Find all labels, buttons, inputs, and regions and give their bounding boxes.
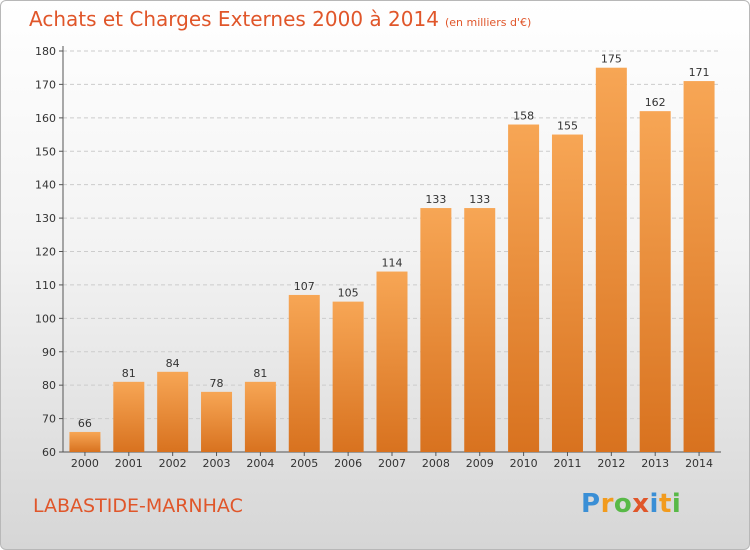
- y-tick-label: 120: [35, 246, 56, 259]
- bar-value-label: 175: [601, 53, 622, 66]
- logo-letter: r: [600, 489, 614, 519]
- x-tick-label: 2005: [290, 457, 318, 470]
- commune-name: LABASTIDE-MARNHAC: [33, 495, 243, 517]
- y-tick-label: 60: [42, 446, 56, 459]
- bar-value-label: 81: [122, 367, 136, 380]
- x-tick-label: 2001: [115, 457, 143, 470]
- x-tick-label: 2006: [334, 457, 362, 470]
- y-tick-label: 110: [35, 279, 56, 292]
- y-tick-label: 70: [42, 413, 56, 426]
- proxiti-logo: Proxiti: [581, 489, 681, 519]
- y-tick-label: 140: [35, 179, 56, 192]
- bar-value-label: 81: [253, 367, 267, 380]
- data-labels: 66 81 84 78 81 107 105 114 133 133 158 155 175 162 171: [78, 53, 710, 430]
- x-tick-label: 2008: [422, 457, 450, 470]
- logo-letter: x: [632, 489, 650, 519]
- bar-2005: [288, 294, 320, 452]
- bar-2003: [201, 391, 233, 452]
- logo-letter: i: [671, 489, 682, 519]
- bar-value-label: 105: [338, 287, 359, 300]
- y-tick-label: 100: [35, 312, 56, 325]
- bar-value-label: 133: [469, 193, 490, 206]
- y-tick-label: 170: [35, 78, 56, 91]
- bar-value-label: 114: [382, 257, 403, 270]
- bar-2008: [420, 208, 452, 452]
- y-tick-label: 150: [35, 145, 56, 158]
- bar-value-label: 84: [166, 357, 180, 370]
- logo-letter: P: [581, 489, 601, 519]
- bar-2006: [332, 301, 364, 452]
- bar-value-label: 78: [210, 377, 224, 390]
- x-tick-label: 2004: [246, 457, 274, 470]
- x-tick-label: 2003: [203, 457, 231, 470]
- bar-2011: [551, 134, 583, 452]
- y-tick-label: 90: [42, 346, 56, 359]
- bar-value-label: 171: [689, 66, 710, 79]
- logo-letter: i: [649, 489, 659, 519]
- x-tick-label: 2013: [641, 457, 669, 470]
- bar-2010: [508, 124, 540, 453]
- bar-value-label: 158: [513, 110, 534, 123]
- bar-value-label: 155: [557, 120, 578, 133]
- bar-value-label: 133: [425, 193, 446, 206]
- bar-2007: [376, 271, 408, 452]
- x-tick-label: 2011: [553, 457, 581, 470]
- chart-unit: (en milliers d'€): [444, 16, 532, 29]
- x-tick-label: 2007: [378, 457, 406, 470]
- bar-2014: [683, 81, 715, 452]
- x-tick-label: 2012: [597, 457, 625, 470]
- logo-letter: o: [613, 489, 633, 519]
- bar-2012: [595, 67, 627, 452]
- x-tick-label: 2002: [159, 457, 187, 470]
- logo-letter: t: [658, 489, 672, 519]
- bar-value-label: 66: [78, 417, 92, 430]
- bar-2001: [113, 381, 145, 452]
- x-tick-label: 2000: [71, 457, 99, 470]
- y-tick-label: 130: [35, 212, 56, 225]
- chart-title: Achats et Charges Externes 2000 à 2014 (e…: [29, 7, 531, 31]
- bar-value-label: 107: [294, 280, 315, 293]
- y-tick-label: 80: [42, 379, 56, 392]
- bar-2009: [464, 208, 496, 452]
- bar-2000: [69, 431, 101, 452]
- chart-title-text: Achats et Charges Externes 2000 à 2014: [29, 7, 439, 31]
- x-tick-label: 2014: [685, 457, 713, 470]
- bars: [69, 67, 715, 453]
- y-tick-label: 160: [35, 112, 56, 125]
- bar-2004: [244, 381, 276, 452]
- bar-2013: [639, 111, 671, 453]
- bar-value-label: 162: [645, 96, 666, 109]
- y-tick-label: 180: [35, 45, 56, 58]
- bar-2002: [157, 371, 189, 452]
- x-tick-label: 2010: [510, 457, 538, 470]
- x-tick-label: 2009: [466, 457, 494, 470]
